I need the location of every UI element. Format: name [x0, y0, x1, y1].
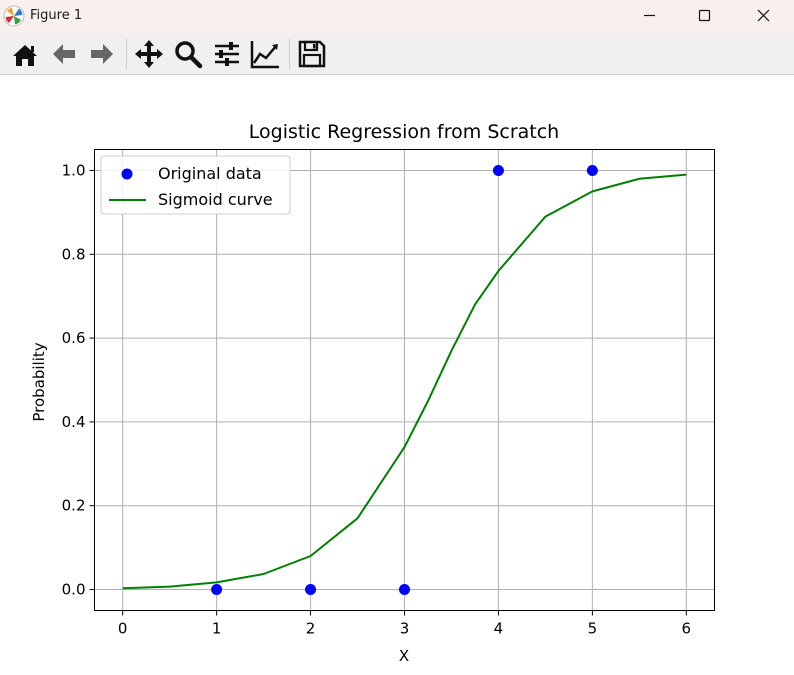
window-title: Figure 1	[30, 8, 83, 23]
y-tick-label: 0.4	[62, 413, 86, 431]
minimize-icon	[644, 14, 655, 17]
close-button[interactable]	[741, 0, 787, 33]
forward-arrow-icon	[91, 44, 113, 64]
y-tick-label: 0.2	[62, 497, 86, 515]
maximize-icon	[698, 9, 711, 22]
y-axis-label: Probability	[30, 342, 48, 421]
sigmoid-curve-line	[122, 173, 687, 590]
legend-box	[100, 155, 291, 215]
back-arrow-icon	[53, 44, 75, 64]
data-point	[586, 164, 598, 176]
x-tick-label: 3	[400, 620, 410, 638]
y-tick-label: 0.8	[62, 245, 86, 263]
save-button[interactable]	[295, 37, 329, 71]
x-tick-label: 2	[306, 620, 316, 638]
move-arrows-icon	[135, 40, 163, 68]
matplotlib-logo-icon	[3, 5, 25, 27]
line-chart-icon	[250, 41, 279, 69]
chart-title: Logistic Regression from Scratch	[249, 121, 559, 143]
legend-label-original-data: Original data	[158, 164, 262, 183]
data-point	[305, 584, 317, 596]
legend: Original data Sigmoid curve	[100, 155, 291, 215]
x-axis-label: X	[399, 647, 409, 665]
chart-grid	[94, 149, 715, 611]
data-point	[399, 584, 410, 596]
maximize-button[interactable]	[682, 0, 728, 33]
legend-scatter-marker	[121, 168, 133, 180]
magnifier-icon	[175, 41, 203, 69]
x-tick-label: 1	[212, 620, 222, 638]
configure-subplots-button[interactable]	[210, 37, 244, 71]
title-bar: Figure 1	[0, 0, 794, 33]
floppy-disk-icon	[298, 40, 326, 68]
zoom-button[interactable]	[171, 37, 205, 71]
x-tick-label: 6	[682, 620, 692, 638]
toolbar-separator	[289, 39, 290, 69]
y-tick-label: 0.0	[62, 581, 86, 599]
legend-label-sigmoid-curve: Sigmoid curve	[158, 190, 273, 209]
minimize-button[interactable]	[627, 0, 673, 33]
edit-axis-button[interactable]	[248, 37, 282, 71]
sliders-icon	[215, 42, 239, 66]
axis-ticks: 0 1 2 3 4 5 6 0.0 0.2 0.4 0.6 0.8 1.0	[62, 161, 691, 637]
data-point	[492, 164, 504, 176]
x-tick-label: 0	[118, 620, 128, 638]
navigation-toolbar	[0, 33, 794, 75]
toolbar-separator	[126, 39, 127, 69]
close-icon	[757, 9, 770, 22]
forward-button[interactable]	[85, 37, 119, 71]
y-tick-label: 0.6	[62, 329, 86, 347]
home-icon	[13, 45, 37, 66]
x-tick-label: 5	[588, 620, 598, 638]
home-button[interactable]	[8, 37, 42, 71]
y-tick-label: 1.0	[62, 161, 86, 179]
logistic-regression-chart: 0 1 2 3 4 5 6 0.0 0.2 0.4 0.6 0.8 1.0 Logistic Regre…	[30, 121, 715, 665]
data-point	[211, 584, 223, 596]
x-tick-label: 4	[494, 620, 504, 638]
back-button[interactable]	[47, 37, 81, 71]
points-layer	[211, 164, 598, 596]
figure-canvas[interactable]: 0 1 2 3 4 5 6 0.0 0.2 0.4 0.6 0.8 1.0 Logistic Regre…	[0, 76, 794, 671]
curve-layer	[122, 173, 687, 590]
pan-button[interactable]	[132, 37, 166, 71]
